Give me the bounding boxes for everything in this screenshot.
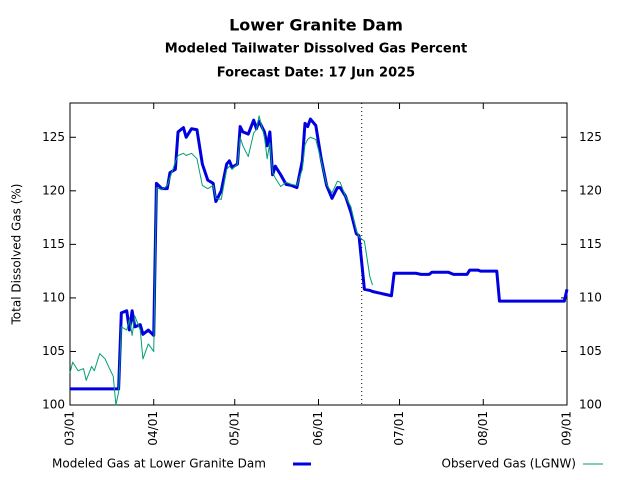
data-line [70,117,569,391]
chart-subtitle: Modeled Tailwater Dissolved Gas Percent [165,42,467,57]
x-tick-label: 09/01 [560,411,574,446]
x-tick-label: 05/01 [227,411,241,446]
legend-label: Modeled Gas at Lower Granite Dam [52,457,266,471]
y-tick-label: 115 [42,237,65,251]
y-tick-label: 110 [42,290,65,304]
chart-title: Lower Granite Dam [229,16,403,35]
y2-tick-label: 100 [579,398,602,412]
x-tick-label: 08/01 [476,411,490,446]
y-tick-label: 120 [42,183,65,197]
x-tick-label: 07/01 [392,411,406,446]
y2-tick-label: 120 [579,183,602,197]
y2-tick-label: 110 [579,290,602,304]
legend-label: Observed Gas (LGNW) [442,457,576,471]
data-line [69,115,373,406]
y-tick-label: 125 [42,130,65,144]
y2-tick-label: 105 [579,344,602,358]
y2-tick-label: 125 [579,130,602,144]
y2-tick-label: 115 [579,237,602,251]
y-tick-label: 105 [42,344,65,358]
x-tick-label: 03/01 [63,411,77,446]
x-tick-label: 06/01 [311,411,325,446]
y-tick-label: 100 [42,398,65,412]
forecast-date: Forecast Date: 17 Jun 2025 [217,66,415,81]
x-tick-label: 04/01 [146,411,160,446]
y-axis-label: Total Dissolved Gas (%) [10,184,24,326]
